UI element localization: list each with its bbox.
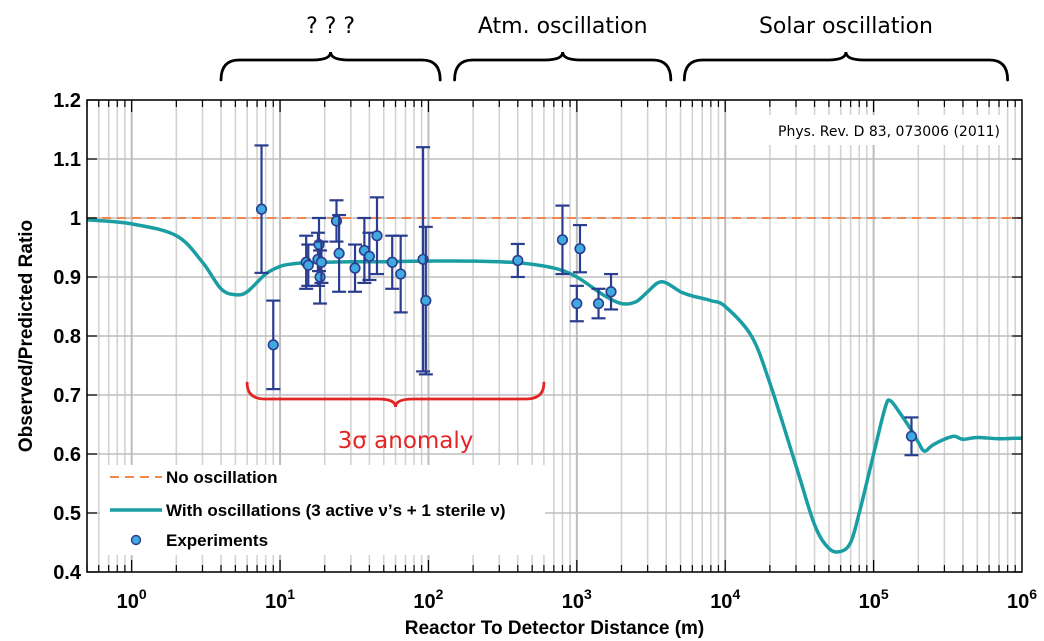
legend-box — [100, 465, 545, 555]
x-axis-title: Reactor To Detector Distance (m) — [405, 618, 705, 639]
data-marker — [512, 254, 524, 267]
x-tick-label: 103 — [562, 586, 592, 613]
y-tick-label: 1.2 — [53, 90, 81, 112]
x-tick-label: 104 — [710, 586, 740, 613]
data-marker — [386, 256, 398, 268]
data-marker — [605, 286, 617, 298]
legend-label: With oscillations (3 active ν’s + 1 ster… — [166, 501, 506, 520]
data-marker — [314, 271, 326, 283]
anomaly-label: 3σ anomaly — [338, 428, 474, 454]
experiment-point — [510, 242, 525, 279]
series-layer — [86, 144, 1023, 554]
citation-box — [728, 115, 1006, 145]
region-label-atm: Atm. oscillation — [478, 14, 648, 39]
experiment-point — [266, 299, 281, 391]
x-tick-label: 100 — [117, 586, 147, 613]
data-marker — [905, 430, 918, 442]
axes: 100 101 102 103 104 105 106 0.4 0.5 0.6 0.7 0.8 0.9 1… — [53, 90, 1037, 613]
data-marker — [363, 250, 375, 262]
experiment-point — [591, 287, 606, 320]
experiment-point — [369, 196, 384, 276]
data-marker — [333, 247, 345, 259]
legend-label: No oscillation — [166, 468, 277, 487]
experiment-point — [604, 272, 619, 311]
data-marker — [349, 262, 361, 274]
y-tick-label: 0.4 — [53, 562, 82, 584]
data-marker — [592, 297, 605, 310]
data-marker — [395, 268, 407, 280]
y-tick-label: 0.5 — [53, 503, 81, 525]
citation-text: Phys. Rev. D 83, 073006 (2011) — [778, 124, 1000, 140]
x-tick-label: 102 — [413, 586, 443, 613]
y-tick-label: 1 — [70, 208, 81, 230]
region-brace-atm — [453, 51, 673, 82]
region-label-unknown: ? ? ? — [306, 14, 355, 39]
experiment-point — [572, 223, 587, 274]
annotations: ? ? ? Atm. oscillation Solar oscillation 3σ… — [219, 14, 1010, 454]
legend-label: Experiments — [166, 531, 268, 550]
y-tick-label: 1.1 — [53, 149, 81, 171]
y-tick-label: 0.6 — [53, 444, 81, 466]
legend-swatch-experiments — [130, 534, 142, 546]
data-marker — [556, 234, 569, 246]
experiment-point — [348, 243, 363, 293]
data-marker — [315, 256, 328, 268]
data-marker — [302, 259, 314, 271]
experiment-point — [555, 204, 570, 276]
data-marker — [371, 230, 383, 242]
region-brace-solar — [682, 51, 1010, 82]
experiment-point — [418, 225, 433, 376]
region-label-solar: Solar oscillation — [759, 14, 933, 39]
data-marker — [574, 243, 586, 255]
experiment-point — [393, 234, 408, 314]
experiment-point — [569, 284, 584, 323]
data-marker — [420, 295, 432, 307]
region-brace-unknown — [219, 51, 442, 82]
experiment-point — [362, 231, 377, 282]
legend: No oscillation With oscillations (3 activ… — [100, 465, 545, 555]
x-tick-label: 106 — [1007, 586, 1037, 613]
data-marker — [267, 339, 279, 351]
data-marker — [255, 203, 268, 215]
y-tick-label: 0.7 — [53, 385, 81, 407]
experiment-point — [314, 240, 329, 284]
experiment-point — [329, 199, 344, 243]
experiment-point — [904, 416, 919, 457]
experiment-point — [332, 213, 347, 293]
x-tick-label: 101 — [265, 586, 295, 613]
anomaly-brace — [245, 381, 546, 408]
x-tick-label: 105 — [859, 586, 889, 613]
experiment-point — [254, 144, 269, 274]
data-marker — [571, 297, 583, 310]
y-tick-label: 0.9 — [53, 267, 81, 289]
y-tick-label: 0.8 — [53, 326, 81, 348]
y-axis-title: Observed/Predicted Ratio — [16, 220, 37, 452]
